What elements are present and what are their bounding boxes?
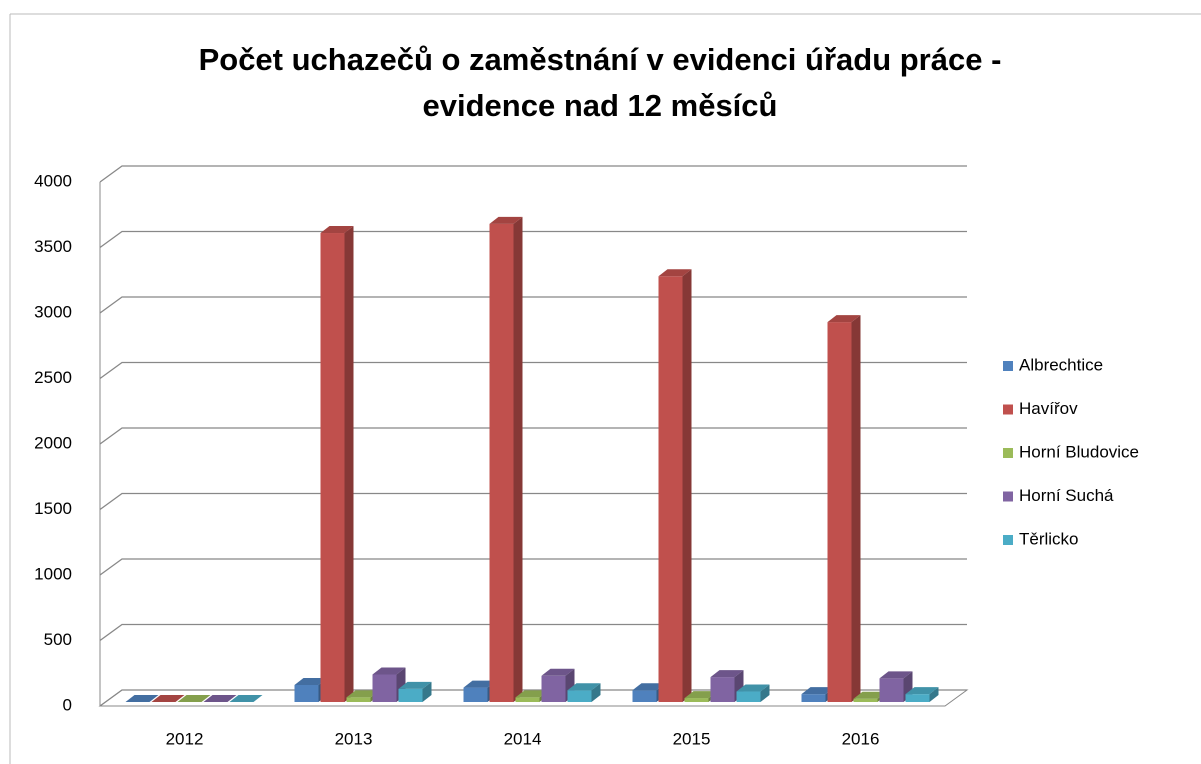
legend-label: Horní Suchá: [1019, 486, 1114, 505]
bar-side: [422, 681, 432, 702]
bar: [905, 687, 939, 702]
bar-top: [853, 691, 887, 699]
y-tick-label: 500: [44, 630, 72, 649]
bar-front: [658, 276, 683, 702]
legend-label: Těrlicko: [1019, 529, 1079, 548]
bar: [736, 684, 770, 702]
bar-top: [151, 695, 185, 702]
bar-side: [344, 226, 354, 702]
bar-front: [541, 675, 566, 702]
bar-top: [203, 695, 237, 702]
bar-top: [125, 695, 159, 702]
bar-front: [398, 688, 423, 702]
x-tick-label: 2016: [842, 729, 880, 748]
bar-front: [853, 698, 878, 702]
y-tick-label: 1500: [34, 499, 72, 518]
bar-top: [879, 671, 913, 679]
bar-top: [567, 683, 601, 691]
bar: [229, 695, 263, 702]
chart-title: evidence nad 12 měsíců: [423, 88, 778, 123]
bar-top: [632, 683, 666, 691]
y-tick-label: 2500: [34, 368, 72, 387]
y-tick-label: 3500: [34, 237, 72, 256]
bar-front: [879, 678, 904, 702]
bar-top: [801, 687, 835, 695]
bar: [320, 226, 354, 702]
bar-front: [515, 697, 540, 702]
bar-top: [229, 695, 263, 702]
bar-top: [658, 269, 692, 277]
bar: [398, 681, 432, 702]
bar-top: [541, 668, 575, 676]
bar-side: [682, 269, 692, 702]
legend-swatch: [1003, 535, 1013, 545]
bar-front: [710, 677, 735, 702]
bar-front: [567, 690, 592, 702]
x-tick-label: 2015: [673, 729, 711, 748]
legend-swatch: [1003, 491, 1013, 502]
bar: [177, 695, 211, 702]
bar-top: [294, 677, 328, 685]
bar-front: [463, 687, 488, 702]
bar-side: [513, 216, 523, 702]
bar-front: [294, 684, 319, 702]
y-tick-label: 1000: [34, 564, 72, 583]
bar-top: [684, 691, 718, 699]
bar-front: [632, 690, 657, 702]
bar-front: [905, 694, 930, 702]
bar-top: [177, 695, 211, 702]
x-tick-label: 2012: [166, 729, 204, 748]
bar-top: [398, 681, 432, 689]
bar-side: [591, 683, 601, 702]
grid-line: [99, 230, 967, 249]
x-tick-label: 2013: [335, 729, 373, 748]
bar-top: [489, 216, 523, 224]
y-tick-label: 3000: [34, 302, 72, 321]
y-tick-label: 2000: [34, 433, 72, 452]
bar-front: [736, 691, 761, 702]
bar: [567, 683, 601, 702]
bar-front: [372, 674, 397, 702]
bar-top: [463, 680, 497, 688]
bar-top: [736, 684, 770, 692]
legend-label: Havířov: [1019, 399, 1078, 418]
bar: [125, 695, 159, 702]
bar: [658, 269, 692, 702]
bar-front: [346, 697, 371, 702]
bar-front: [684, 698, 709, 702]
legend-label: Horní Bludovice: [1019, 442, 1139, 461]
chart-title: Počet uchazečů o zaměstnání v evidenci ú…: [199, 42, 1002, 77]
bar: [151, 695, 185, 702]
bar: [203, 695, 237, 702]
bar-side: [760, 684, 770, 702]
bar-front: [489, 223, 514, 702]
bar-side: [929, 687, 939, 702]
bar-top: [905, 687, 939, 695]
legend-swatch: [1003, 448, 1013, 458]
bar: [489, 216, 523, 702]
bar-top: [346, 690, 380, 698]
y-tick-label: 4000: [34, 171, 72, 190]
legend-label: Albrechtice: [1019, 355, 1103, 374]
bar-top: [515, 690, 549, 698]
x-tick-label: 2014: [504, 729, 542, 748]
bar-top: [372, 667, 406, 675]
grid-line: [99, 165, 967, 183]
bar-front: [801, 694, 826, 702]
legend-swatch: [1003, 404, 1013, 415]
bar-top: [827, 315, 861, 323]
bar: [827, 315, 861, 702]
bar-top: [710, 670, 744, 678]
bar: [372, 667, 406, 702]
y-tick-label: 0: [63, 695, 72, 714]
bar-side: [851, 315, 861, 702]
bar-front: [827, 322, 852, 702]
legend-swatch: [1003, 361, 1013, 371]
bar-top: [320, 226, 354, 234]
bar-front: [320, 233, 345, 702]
